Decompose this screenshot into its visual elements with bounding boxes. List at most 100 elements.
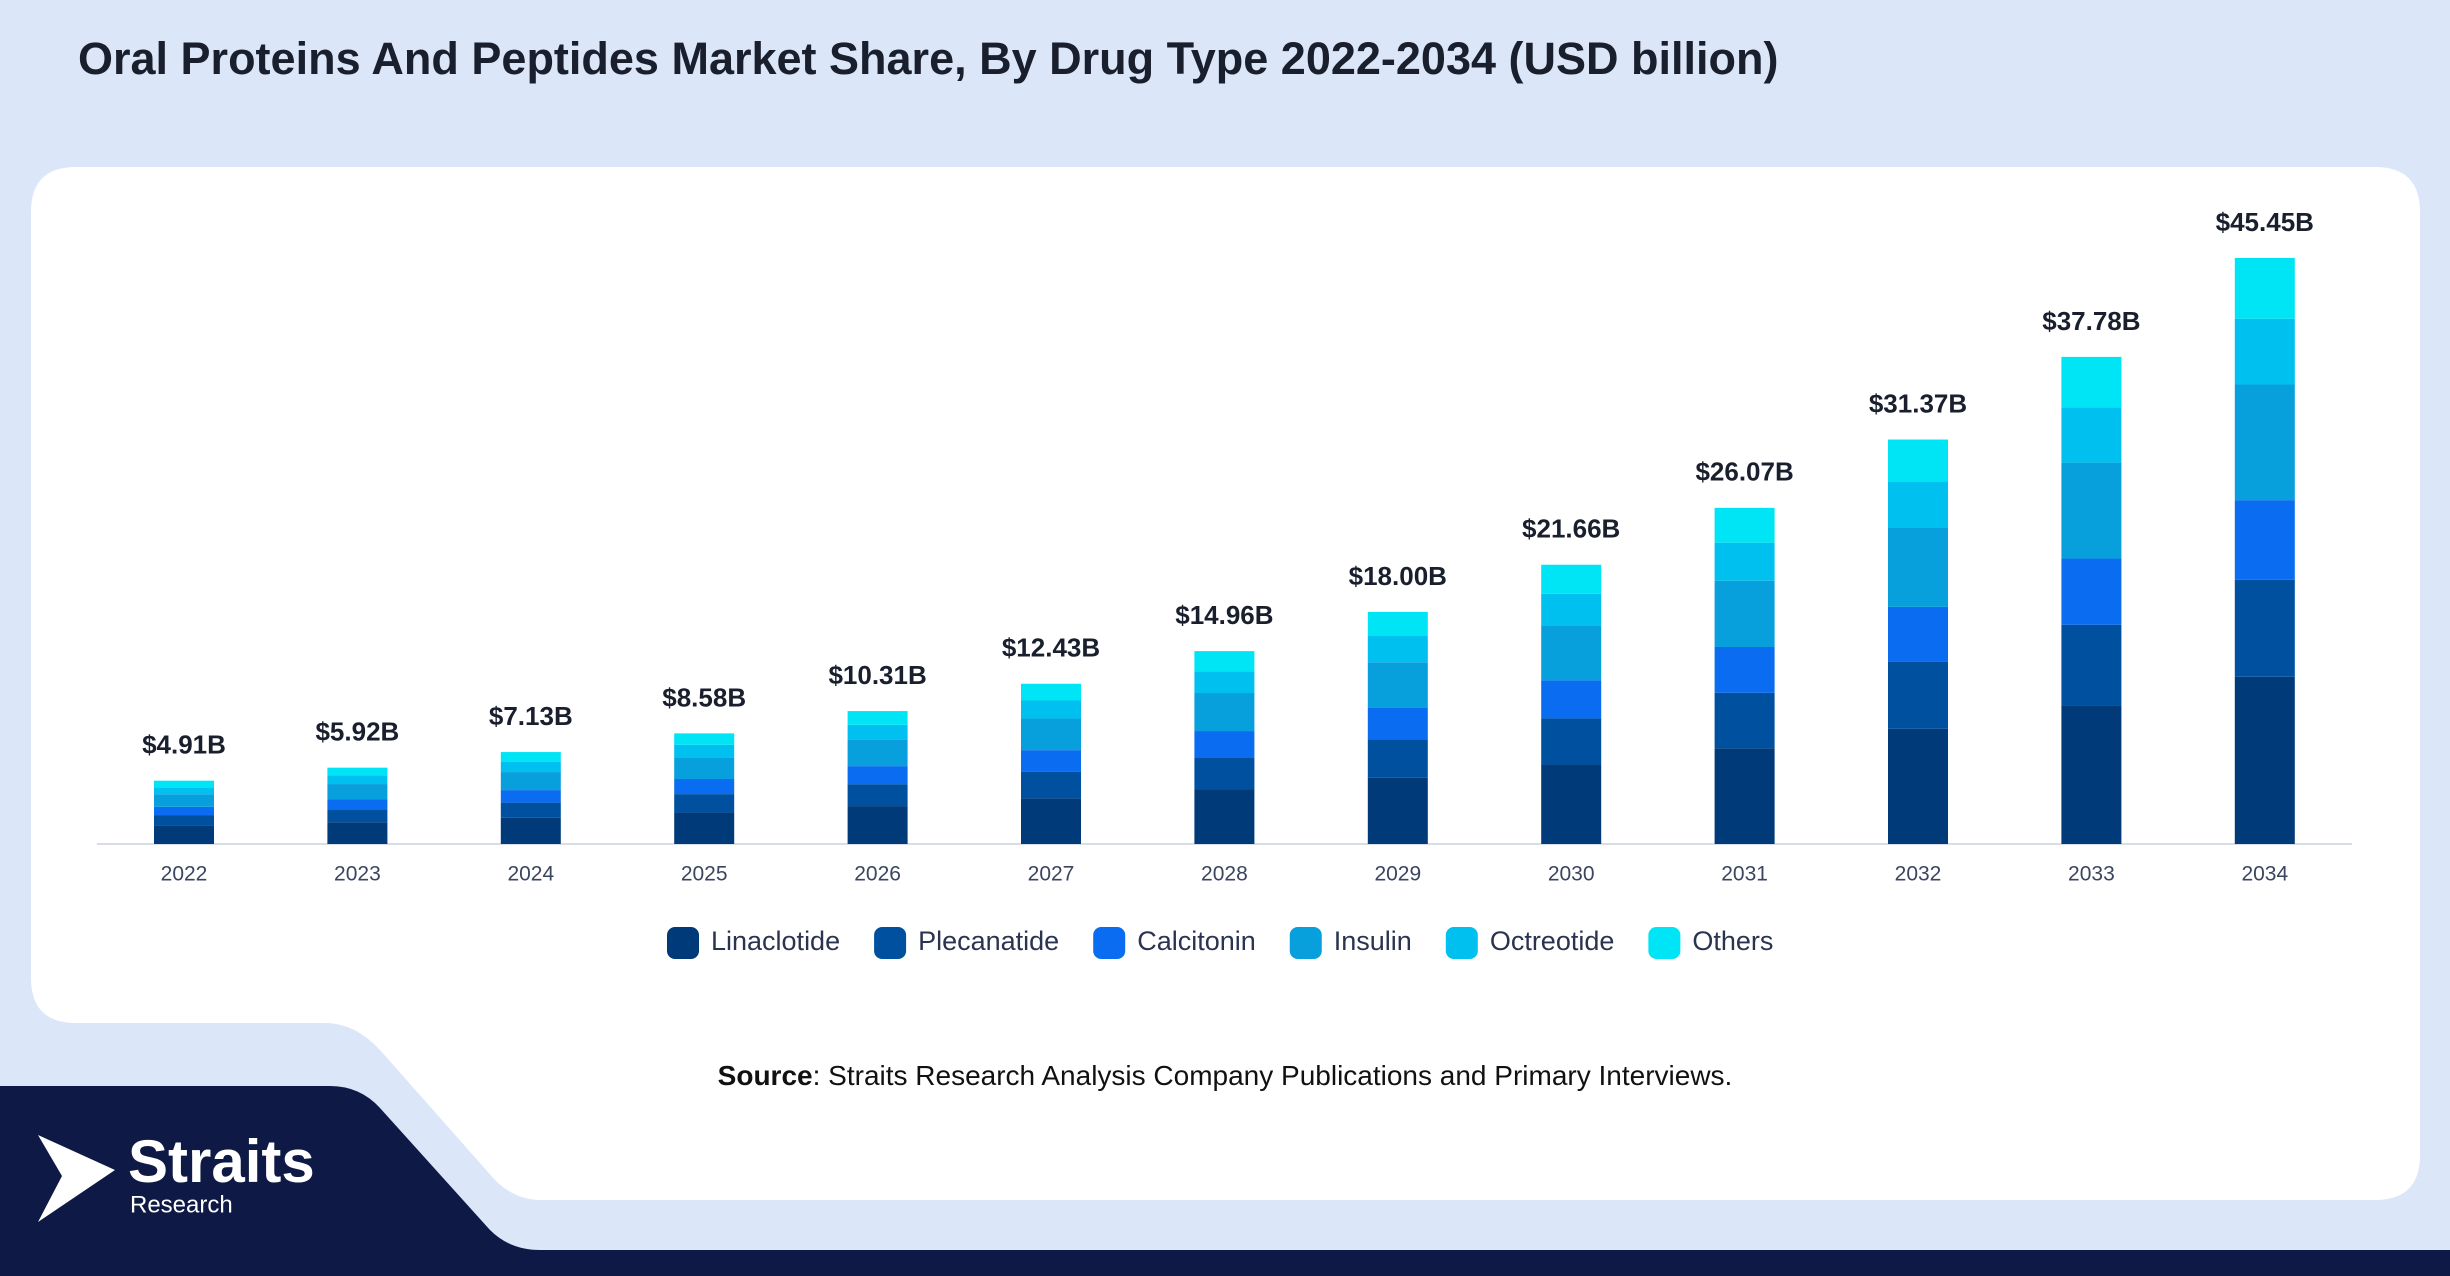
bar-segment xyxy=(154,825,214,844)
bar-segment xyxy=(1021,700,1081,719)
bar-segment xyxy=(847,806,908,844)
bar-segment xyxy=(1367,662,1428,708)
bar-segment xyxy=(327,799,388,810)
logo-band xyxy=(0,1086,2450,1276)
source: Source: Straits Research Analysis Compan… xyxy=(718,1060,1733,1091)
x-tick-label: 2031 xyxy=(1721,863,1768,886)
bar-segment xyxy=(1194,651,1255,672)
bar-segment xyxy=(1367,611,1428,637)
bar-segment xyxy=(1021,750,1081,772)
legend-swatch xyxy=(667,927,699,959)
bar-segment xyxy=(847,739,908,767)
legend-swatch xyxy=(1093,927,1126,959)
bar-segment xyxy=(2061,558,2122,625)
bar-segment xyxy=(2061,705,2122,844)
bar-segment xyxy=(1021,718,1081,751)
x-tick-label: 2025 xyxy=(681,863,728,886)
bar-segment xyxy=(2234,318,2295,385)
total-label: $31.37B xyxy=(1869,388,1967,418)
bar-segment xyxy=(1367,777,1428,844)
bar-segment xyxy=(1541,564,1602,594)
x-tick-label: 2028 xyxy=(1201,863,1248,886)
bar-segment xyxy=(1714,580,1775,647)
logo-sub: Research xyxy=(130,1191,233,1218)
bar-segment xyxy=(674,812,735,844)
bar-segment xyxy=(2061,356,2122,408)
bar-segment xyxy=(2061,624,2122,706)
total-label: $10.31B xyxy=(828,660,926,690)
bar-segment xyxy=(1714,542,1775,581)
bar-segment xyxy=(674,794,735,813)
x-tick-label: 2029 xyxy=(1374,863,1421,886)
bar-segment xyxy=(847,724,908,740)
bar-segment xyxy=(2061,462,2122,559)
bar-segment xyxy=(847,766,908,785)
bar-segment xyxy=(154,815,214,826)
bar-segment xyxy=(2234,258,2295,319)
bar-segment xyxy=(500,817,561,844)
bar-segment xyxy=(1541,764,1602,844)
bar-segment xyxy=(1714,692,1775,749)
bar-segment xyxy=(154,780,214,788)
bar-segment xyxy=(500,752,561,762)
bar-segment xyxy=(1888,527,1948,607)
legend-label: Others xyxy=(1692,926,1773,956)
legend-swatch xyxy=(1648,927,1681,959)
chart-title: Oral Proteins And Peptides Market Share,… xyxy=(78,33,1778,84)
x-tick-label: 2024 xyxy=(507,863,554,886)
bar-segment xyxy=(1541,718,1602,765)
bar-segment xyxy=(327,767,388,776)
legend: Linaclotide Plecanatide Calcitonin Insulin O… xyxy=(667,926,1773,959)
bar-segment xyxy=(500,802,561,818)
bar-segment xyxy=(1194,671,1255,694)
bar-segment xyxy=(1541,625,1602,681)
total-label: $7.13B xyxy=(489,701,573,731)
bar-segment xyxy=(327,784,388,800)
legend-label: Plecanatide xyxy=(918,926,1059,956)
bar-segment xyxy=(1541,680,1602,719)
bar-segment xyxy=(327,775,388,785)
bar-segment xyxy=(500,761,561,773)
bar-segment xyxy=(2234,500,2295,580)
bar-segment xyxy=(2234,579,2295,677)
bar-segment xyxy=(1021,798,1081,844)
bar-segment xyxy=(1714,507,1775,543)
x-tick-label: 2022 xyxy=(161,863,208,886)
bar-segment xyxy=(1367,636,1428,663)
bar-segment xyxy=(1367,739,1428,778)
bar-segment xyxy=(1194,757,1255,790)
bar-segment xyxy=(154,794,214,807)
bar-segment xyxy=(1194,731,1255,758)
total-label: $5.92B xyxy=(315,717,399,747)
source-text: : Straits Research Analysis Company Publ… xyxy=(813,1060,1733,1091)
bar-segment xyxy=(1888,439,1948,482)
bar-segment xyxy=(2234,384,2295,501)
total-label: $12.43B xyxy=(1002,633,1100,663)
legend-label: Insulin xyxy=(1334,926,1412,956)
x-tick-label: 2026 xyxy=(854,863,901,886)
bar-segment xyxy=(154,787,214,795)
total-label: $45.45B xyxy=(2216,207,2314,237)
x-tick-label: 2030 xyxy=(1548,863,1595,886)
legend-swatch xyxy=(874,927,907,959)
bar-segment xyxy=(674,733,735,745)
legend-label: Calcitonin xyxy=(1137,926,1256,956)
legend-label: Linaclotide xyxy=(711,926,840,956)
total-label: $21.66B xyxy=(1522,514,1620,544)
bar-segment xyxy=(847,784,908,807)
bar-segment xyxy=(1714,748,1775,844)
bar-segment xyxy=(327,809,388,823)
bar-segment xyxy=(154,806,214,816)
logo-icon xyxy=(38,1135,115,1222)
bar-segment xyxy=(1888,481,1948,528)
total-label: $37.78B xyxy=(2042,306,2140,336)
bar-segment xyxy=(1021,771,1081,799)
bar-segment xyxy=(1194,789,1255,844)
bar-segment xyxy=(674,779,735,795)
x-tick-label: 2027 xyxy=(1028,863,1075,886)
bar-segment xyxy=(847,711,908,725)
x-tick-label: 2023 xyxy=(334,863,381,886)
total-label: $14.96B xyxy=(1175,600,1273,630)
